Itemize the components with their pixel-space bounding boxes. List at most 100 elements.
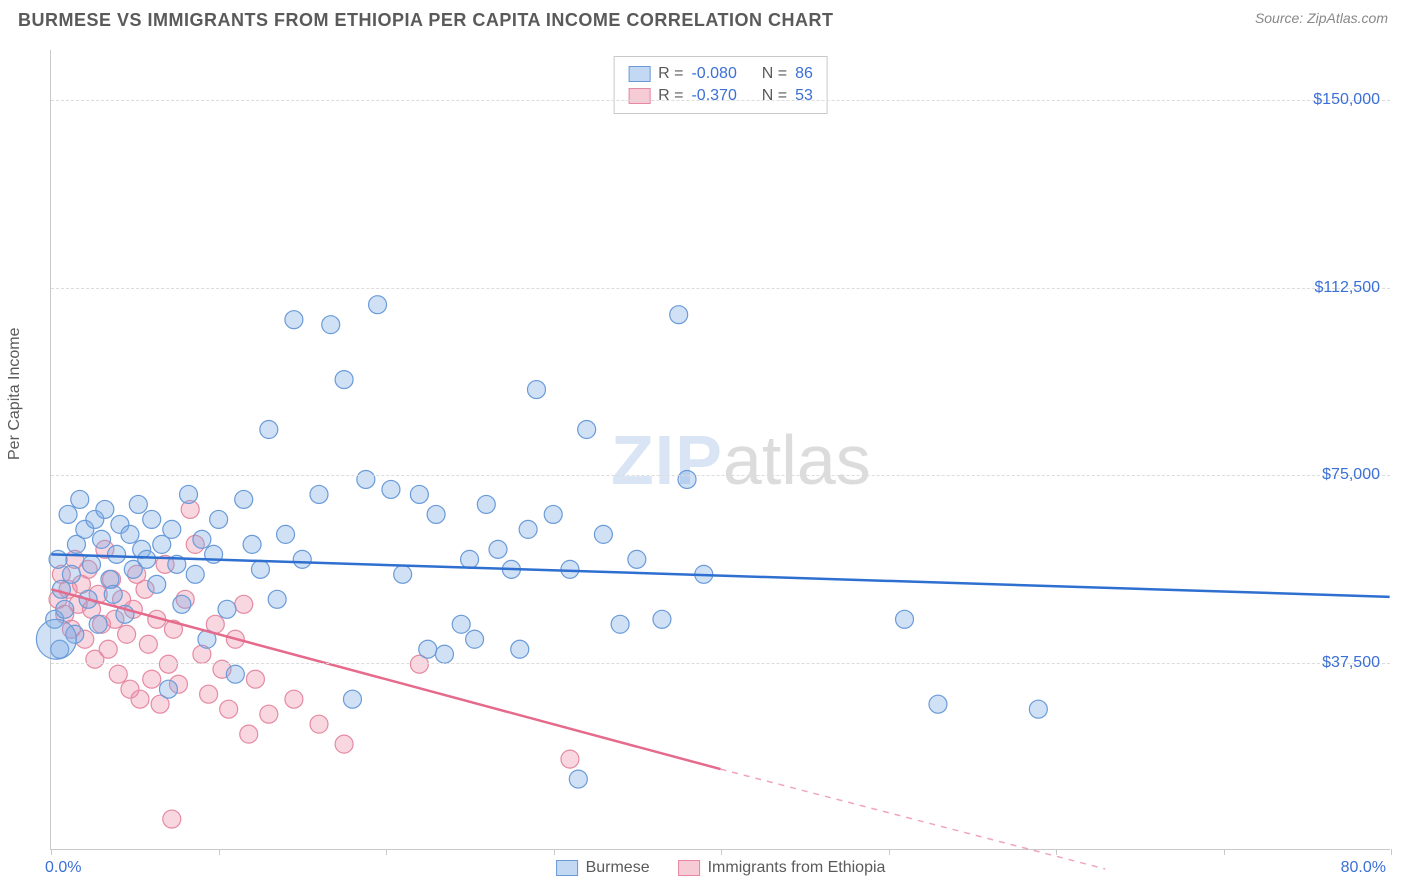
- data-point: [896, 610, 914, 628]
- data-point: [82, 555, 100, 573]
- data-point: [511, 640, 529, 658]
- data-point: [240, 725, 258, 743]
- gridline: [51, 475, 1390, 476]
- swatch-ethiopia: [628, 88, 650, 104]
- data-point: [226, 665, 244, 683]
- gridline: [51, 663, 1390, 664]
- data-point: [335, 371, 353, 389]
- data-point: [369, 296, 387, 314]
- x-tick: [554, 849, 555, 855]
- data-point: [159, 655, 177, 673]
- x-tick: [386, 849, 387, 855]
- data-point: [243, 535, 261, 553]
- data-point: [527, 381, 545, 399]
- data-point: [335, 735, 353, 753]
- legend-label-burmese: Burmese: [586, 859, 650, 877]
- data-point: [489, 540, 507, 558]
- n-label: N =: [762, 87, 787, 105]
- data-point: [218, 600, 236, 618]
- data-point: [180, 485, 198, 503]
- data-point: [569, 770, 587, 788]
- data-point: [173, 595, 191, 613]
- r-value-burmese: -0.080: [691, 65, 736, 83]
- trend-line-burmese: [51, 554, 1389, 596]
- data-point: [129, 495, 147, 513]
- gridline: [51, 100, 1390, 101]
- r-label: R =: [658, 87, 683, 105]
- data-point: [59, 505, 77, 523]
- data-point: [96, 500, 114, 518]
- data-point: [670, 306, 688, 324]
- data-point: [260, 421, 278, 439]
- n-value-burmese: 86: [795, 65, 813, 83]
- data-point: [89, 615, 107, 633]
- data-point: [118, 625, 136, 643]
- data-point: [104, 585, 122, 603]
- stats-legend-row-ethiopia: R = -0.370 N = 53: [628, 85, 813, 107]
- data-point: [220, 700, 238, 718]
- data-point: [382, 480, 400, 498]
- legend-item-ethiopia: Immigrants from Ethiopia: [678, 859, 886, 877]
- series-legend: Burmese Immigrants from Ethiopia: [556, 859, 886, 877]
- y-tick-label: $112,500: [1314, 279, 1380, 297]
- data-point-large: [36, 619, 76, 659]
- legend-item-burmese: Burmese: [556, 859, 650, 877]
- stats-legend: R = -0.080 N = 86 R = -0.370 N = 53: [613, 56, 828, 114]
- data-point: [277, 525, 295, 543]
- data-point: [578, 421, 596, 439]
- data-point: [285, 311, 303, 329]
- x-axis-max-label: 80.0%: [1341, 859, 1386, 877]
- data-point: [163, 810, 181, 828]
- data-point: [310, 715, 328, 733]
- data-point: [435, 645, 453, 663]
- data-point: [611, 615, 629, 633]
- r-label: R =: [658, 65, 683, 83]
- swatch-burmese: [628, 66, 650, 82]
- x-tick: [51, 849, 52, 855]
- chart-plot-area: ZIPatlas R = -0.080 N = 86 R = -0.370 N …: [50, 50, 1390, 850]
- scatter-svg: [51, 50, 1390, 849]
- x-tick: [1056, 849, 1057, 855]
- legend-label-ethiopia: Immigrants from Ethiopia: [708, 859, 886, 877]
- data-point: [293, 550, 311, 568]
- data-point: [143, 510, 161, 528]
- data-point: [108, 545, 126, 563]
- x-axis-min-label: 0.0%: [45, 859, 81, 877]
- data-point: [628, 550, 646, 568]
- source-attribution: Source: ZipAtlas.com: [1255, 10, 1388, 26]
- data-point: [131, 690, 149, 708]
- chart-title: BURMESE VS IMMIGRANTS FROM ETHIOPIA PER …: [18, 10, 834, 31]
- data-point: [246, 670, 264, 688]
- data-point: [109, 665, 127, 683]
- data-point: [343, 690, 361, 708]
- data-point: [71, 490, 89, 508]
- data-point: [148, 575, 166, 593]
- data-point: [268, 590, 286, 608]
- gridline: [51, 288, 1390, 289]
- data-point: [235, 490, 253, 508]
- y-axis-label: Per Capita Income: [6, 327, 24, 460]
- data-point: [139, 635, 157, 653]
- data-point: [394, 565, 412, 583]
- y-tick-label: $150,000: [1313, 91, 1380, 109]
- data-point: [138, 550, 156, 568]
- data-point: [419, 640, 437, 658]
- y-tick-label: $75,000: [1322, 466, 1380, 484]
- data-point: [56, 600, 74, 618]
- data-point: [121, 525, 139, 543]
- data-point: [653, 610, 671, 628]
- data-point: [544, 505, 562, 523]
- data-point: [310, 485, 328, 503]
- data-point: [93, 530, 111, 548]
- data-point: [410, 485, 428, 503]
- data-point: [477, 495, 495, 513]
- data-point: [357, 470, 375, 488]
- x-tick: [721, 849, 722, 855]
- data-point: [427, 505, 445, 523]
- data-point: [49, 550, 67, 568]
- data-point: [235, 595, 253, 613]
- data-point: [466, 630, 484, 648]
- y-tick-label: $37,500: [1322, 654, 1380, 672]
- x-tick: [219, 849, 220, 855]
- data-point: [322, 316, 340, 334]
